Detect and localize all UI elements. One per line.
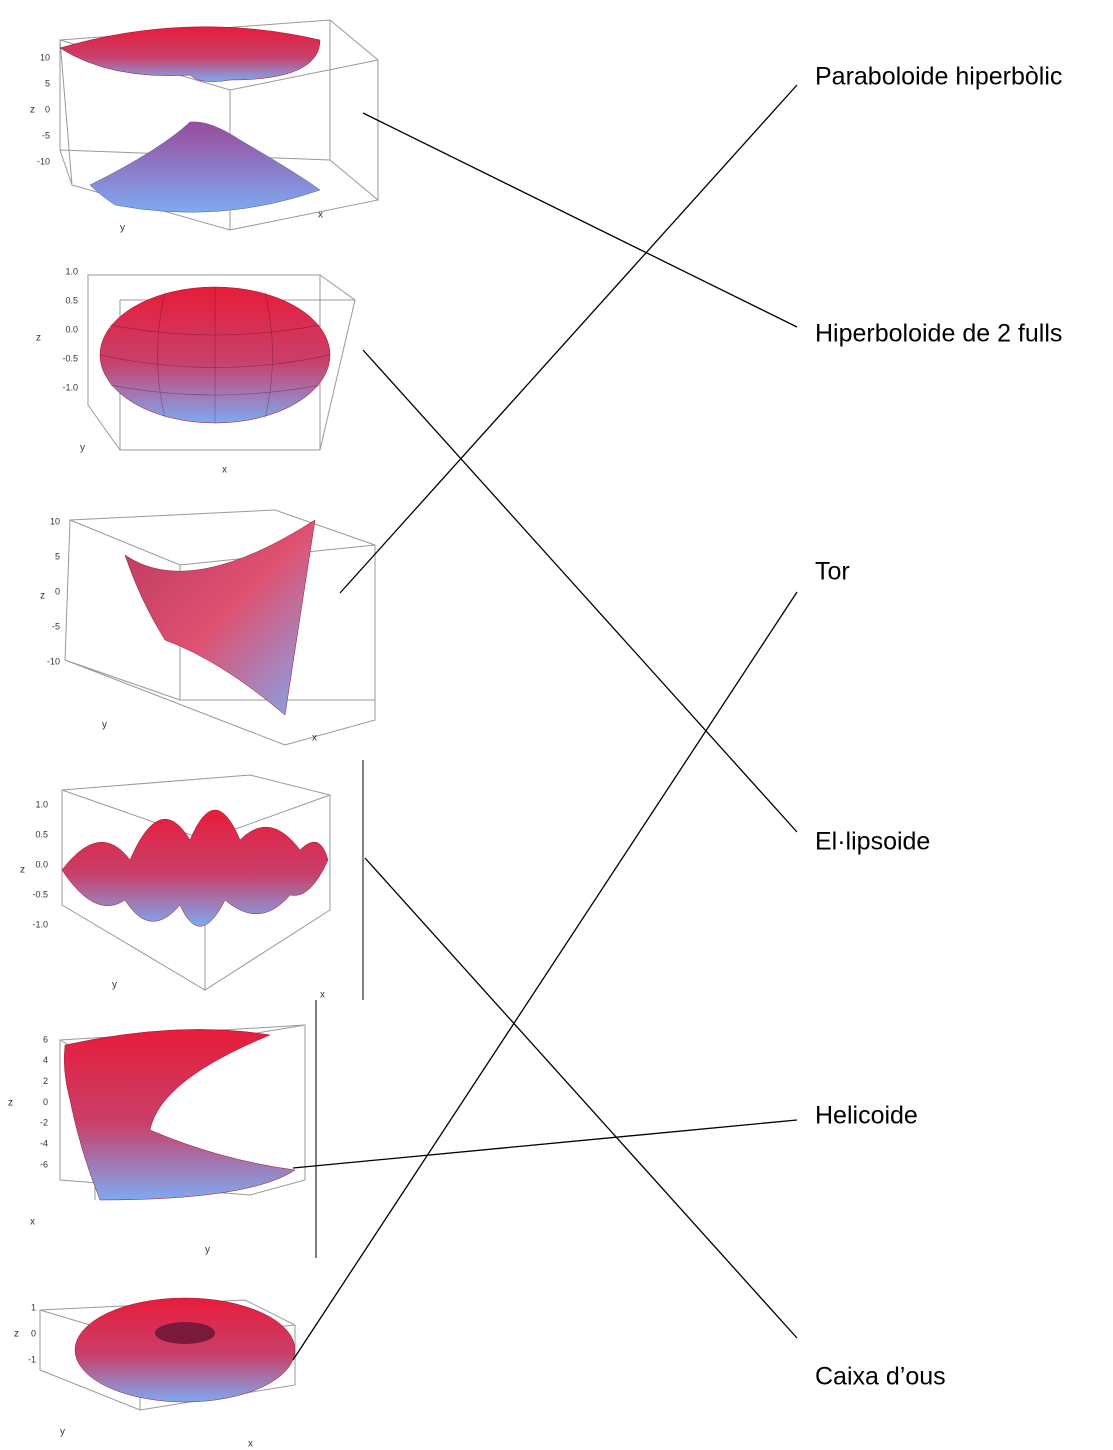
z-tick-label: -10	[47, 656, 60, 666]
z-tick-label: -1.0	[32, 919, 48, 929]
z-tick-label: -5	[52, 621, 60, 631]
z-tick-label: 5	[45, 78, 50, 88]
z-tick-label: 0	[45, 104, 50, 114]
connector	[362, 112, 798, 328]
z-tick-label: 1	[31, 1302, 36, 1312]
axis-label: x	[318, 210, 323, 221]
z-tick-label: -6	[40, 1159, 48, 1169]
axis-label: y	[120, 223, 125, 234]
z-tick-label: -0.5	[32, 889, 48, 899]
z-tick-label: 0	[31, 1328, 36, 1338]
axis-label: x	[30, 1217, 35, 1228]
z-tick-label: -1.0	[62, 382, 78, 392]
axis-label: y	[80, 443, 85, 454]
axis-label: z	[30, 105, 35, 116]
axis-label: x	[222, 465, 227, 476]
z-tick-label: -1	[28, 1354, 36, 1364]
z-tick-label: 0.0	[65, 324, 78, 334]
z-tick-label: 5	[55, 551, 60, 561]
connector	[339, 84, 798, 594]
z-tick-label: -5	[42, 130, 50, 140]
axis-label: x	[248, 1439, 253, 1450]
z-tick-label: 0	[55, 586, 60, 596]
z-tick-label: 10	[50, 516, 60, 526]
match-label: Paraboloide hiperbòlic	[815, 63, 1062, 91]
axis-label: x	[312, 733, 317, 744]
plot-egg-crate	[61, 760, 364, 1000]
axis-label: z	[36, 333, 41, 344]
z-tick-label: -10	[37, 156, 50, 166]
axis-label: z	[8, 1098, 13, 1109]
z-tick-label: 2	[43, 1076, 48, 1086]
axis-label: y	[102, 720, 107, 731]
z-tick-label: 0.0	[35, 859, 48, 869]
z-tick-label: 4	[43, 1055, 48, 1065]
axis-label: z	[40, 591, 45, 602]
z-tick-label: -4	[40, 1139, 48, 1149]
axis-label: y	[205, 1245, 210, 1256]
match-label: Helicoide	[815, 1102, 918, 1130]
axis-label: z	[20, 865, 25, 876]
connector	[292, 1119, 798, 1169]
plot-saddle	[64, 509, 376, 746]
z-tick-label: 1.0	[65, 266, 78, 276]
axis-label: x	[320, 990, 325, 1001]
match-label: El·lipsoide	[815, 828, 930, 856]
axis-label: y	[112, 980, 117, 991]
connector	[364, 857, 798, 1339]
z-tick-label: 0	[43, 1097, 48, 1107]
z-tick-label: 10	[40, 52, 50, 62]
plot-helicoid	[59, 1000, 317, 1258]
match-label: Hiperboloide de 2 fulls	[815, 320, 1062, 348]
match-label: Tor	[815, 558, 850, 586]
axis-label: y	[60, 1427, 65, 1438]
match-label: Caixa d’ous	[815, 1363, 946, 1391]
z-tick-label: 0.5	[35, 829, 48, 839]
z-tick-label: 1.0	[35, 799, 48, 809]
connector	[292, 591, 798, 1361]
connections	[292, 84, 798, 1361]
z-tick-label: -0.5	[62, 353, 78, 363]
z-tick-label: 6	[43, 1034, 48, 1044]
z-tick-label: 0.5	[65, 295, 78, 305]
axis-label: z	[14, 1329, 19, 1340]
plot-ellipsoid	[87, 274, 356, 451]
z-tick-label: -2	[40, 1118, 48, 1128]
connector	[362, 349, 798, 833]
plot-hyperboloid	[59, 19, 379, 231]
plot-torus	[39, 1297, 296, 1411]
